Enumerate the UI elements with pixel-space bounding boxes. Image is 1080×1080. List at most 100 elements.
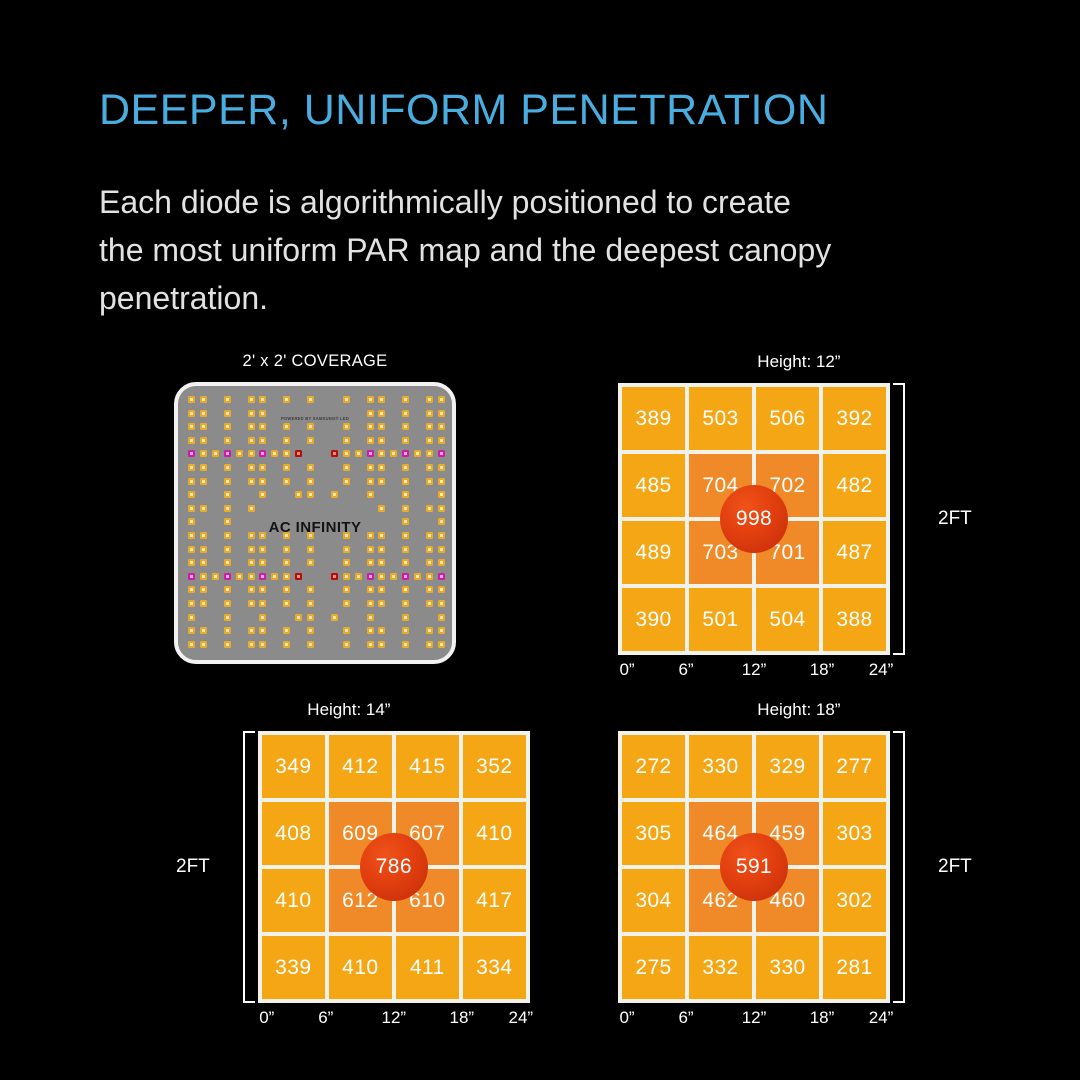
par-cell: 408 <box>261 802 325 865</box>
led-diode <box>378 600 386 607</box>
led-diode <box>402 586 410 594</box>
led-diode <box>390 572 398 580</box>
x-axis-tick: 12” <box>741 1008 767 1027</box>
led-diode <box>402 409 410 417</box>
led-diode <box>223 423 231 431</box>
led-diode <box>402 396 410 403</box>
led-diode <box>378 464 386 471</box>
led-diode <box>342 627 350 635</box>
x-axis: 0” 6” 12” 18” 24” <box>258 1008 533 1032</box>
x-axis-tick: 12” <box>741 660 767 679</box>
led-diode <box>390 450 398 458</box>
led-diode <box>211 572 219 580</box>
ac-infinity-logo: AC INFINITY <box>268 519 362 536</box>
par-cell: 506 <box>756 387 819 450</box>
led-diode <box>366 450 374 458</box>
led-diode <box>307 586 314 594</box>
led-diode <box>259 627 267 635</box>
led-diode <box>366 396 374 403</box>
led-diode <box>223 450 231 458</box>
led-diode <box>247 464 255 471</box>
led-diode <box>437 627 445 635</box>
led-diode <box>426 627 433 635</box>
led-diode <box>307 600 314 607</box>
led-diode <box>188 464 195 471</box>
led-diode <box>378 640 386 648</box>
led-diode <box>342 436 350 444</box>
led-diode <box>259 409 267 417</box>
led-diode <box>188 586 195 594</box>
x-axis-tick: 0” <box>619 1008 635 1027</box>
led-diode <box>295 491 303 499</box>
par-peak-value: 786 <box>359 833 428 901</box>
led-diode <box>342 423 350 431</box>
led-diode <box>223 409 231 417</box>
led-diode <box>283 559 291 567</box>
led-diode <box>223 477 231 485</box>
led-diode <box>378 532 386 539</box>
led-diode <box>414 572 422 580</box>
led-diode <box>188 450 195 458</box>
led-diode <box>426 586 433 594</box>
par-cell: 330 <box>689 735 752 798</box>
led-diode <box>437 396 445 403</box>
led-diode <box>330 572 338 580</box>
led-diode <box>188 477 195 485</box>
led-diode <box>437 613 445 621</box>
led-diode <box>223 627 231 635</box>
led-diode <box>342 532 350 539</box>
led-diode <box>402 532 410 539</box>
led-diode <box>283 436 291 444</box>
led-diode <box>426 559 433 567</box>
par-map-title: Height: 14” <box>307 700 391 719</box>
led-diode <box>330 613 338 621</box>
par-peak-value: 591 <box>720 833 788 901</box>
par-cell: 504 <box>756 588 819 651</box>
led-diode <box>283 396 291 403</box>
par-cell: 332 <box>689 936 752 999</box>
led-diode <box>378 627 386 635</box>
led-diode <box>259 600 267 607</box>
led-diode <box>199 464 207 471</box>
led-diode <box>188 532 195 539</box>
x-axis-tick: 24” <box>868 660 894 679</box>
led-diode <box>366 586 374 594</box>
led-diode <box>342 640 350 648</box>
led-diode <box>223 436 231 444</box>
led-diode <box>307 436 314 444</box>
led-diode <box>354 572 362 580</box>
led-diode <box>223 396 231 403</box>
led-diode <box>342 572 350 580</box>
led-diode <box>199 586 207 594</box>
par-grid-wrap: 272 330 329 277 305 464 459 303 304 462 460 302 275 3… <box>618 731 890 1003</box>
par-map-height-12: Height: 12” 389 503 506 392 485 704 702 482 489 70… <box>618 352 980 684</box>
led-diode <box>283 450 291 458</box>
led-diode <box>199 545 207 553</box>
led-diode <box>437 450 445 458</box>
led-diode <box>342 477 350 485</box>
led-diode <box>437 572 445 580</box>
par-cell: 302 <box>823 869 886 932</box>
led-diode <box>247 559 255 567</box>
x-axis-tick: 18” <box>449 1008 475 1027</box>
height-bracket <box>890 731 930 1003</box>
par-cell: 489 <box>622 521 685 584</box>
led-diode <box>283 627 291 635</box>
led-diode <box>283 572 291 580</box>
led-diode <box>437 518 445 526</box>
led-diode <box>247 586 255 594</box>
led-diode <box>199 477 207 485</box>
led-diode <box>283 600 291 607</box>
led-diode <box>426 450 433 458</box>
led-diode <box>259 613 267 621</box>
led-diode <box>307 559 314 567</box>
led-diode <box>307 627 314 635</box>
led-diode <box>402 436 410 444</box>
led-diode <box>223 532 231 539</box>
par-cell: 389 <box>622 387 685 450</box>
led-diode <box>188 600 195 607</box>
par-cell: 412 <box>328 735 392 798</box>
led-diode <box>378 572 386 580</box>
samsung-led-badge: POWERED BY SAMSUNG® LED <box>280 416 350 421</box>
par-cell: 304 <box>622 869 685 932</box>
